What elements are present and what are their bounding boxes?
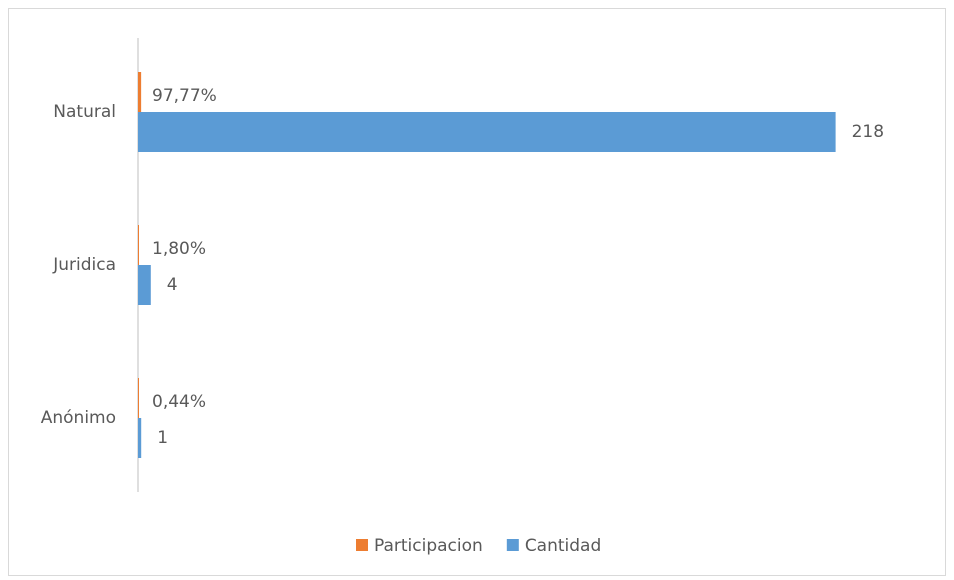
data-label: 4 — [167, 275, 178, 295]
y-tick-label: Natural — [53, 102, 116, 122]
data-label: 1,80% — [152, 239, 206, 259]
data-label: 218 — [852, 122, 884, 142]
legend-swatch — [506, 539, 519, 551]
y-tick-label: Juridica — [52, 255, 116, 275]
bar — [138, 225, 139, 265]
bar — [138, 265, 151, 305]
y-tick-label: Anónimo — [41, 408, 116, 428]
data-label: 0,44% — [152, 392, 206, 412]
legend-swatch — [356, 539, 368, 551]
bar — [138, 418, 142, 458]
data-label: 1 — [157, 428, 168, 448]
data-label: 97,77% — [152, 86, 217, 106]
legend-label: Participacion — [374, 536, 483, 556]
bar — [138, 72, 142, 112]
bar — [138, 112, 836, 152]
legend-label: Cantidad — [525, 536, 601, 556]
bar — [138, 378, 139, 418]
chart-border — [8, 8, 946, 576]
